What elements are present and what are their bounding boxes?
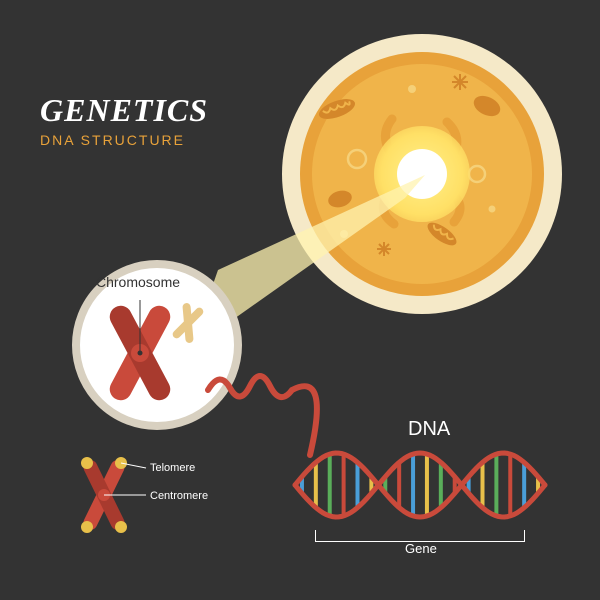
gene-label: Gene [405, 541, 437, 556]
dna-helix [290, 440, 550, 530]
chromosome-label: Chromosome [96, 274, 180, 290]
chromosome-parts [72, 450, 162, 555]
nucleus [397, 149, 447, 199]
cell-diagram [282, 34, 562, 314]
page-title: GENETICS [40, 92, 208, 129]
dna-label: DNA [408, 418, 450, 441]
telomere-label: Telomere [150, 462, 195, 474]
page-subtitle: DNA STRUCTURE [40, 132, 185, 148]
centromere-label: Centromere [150, 490, 208, 502]
